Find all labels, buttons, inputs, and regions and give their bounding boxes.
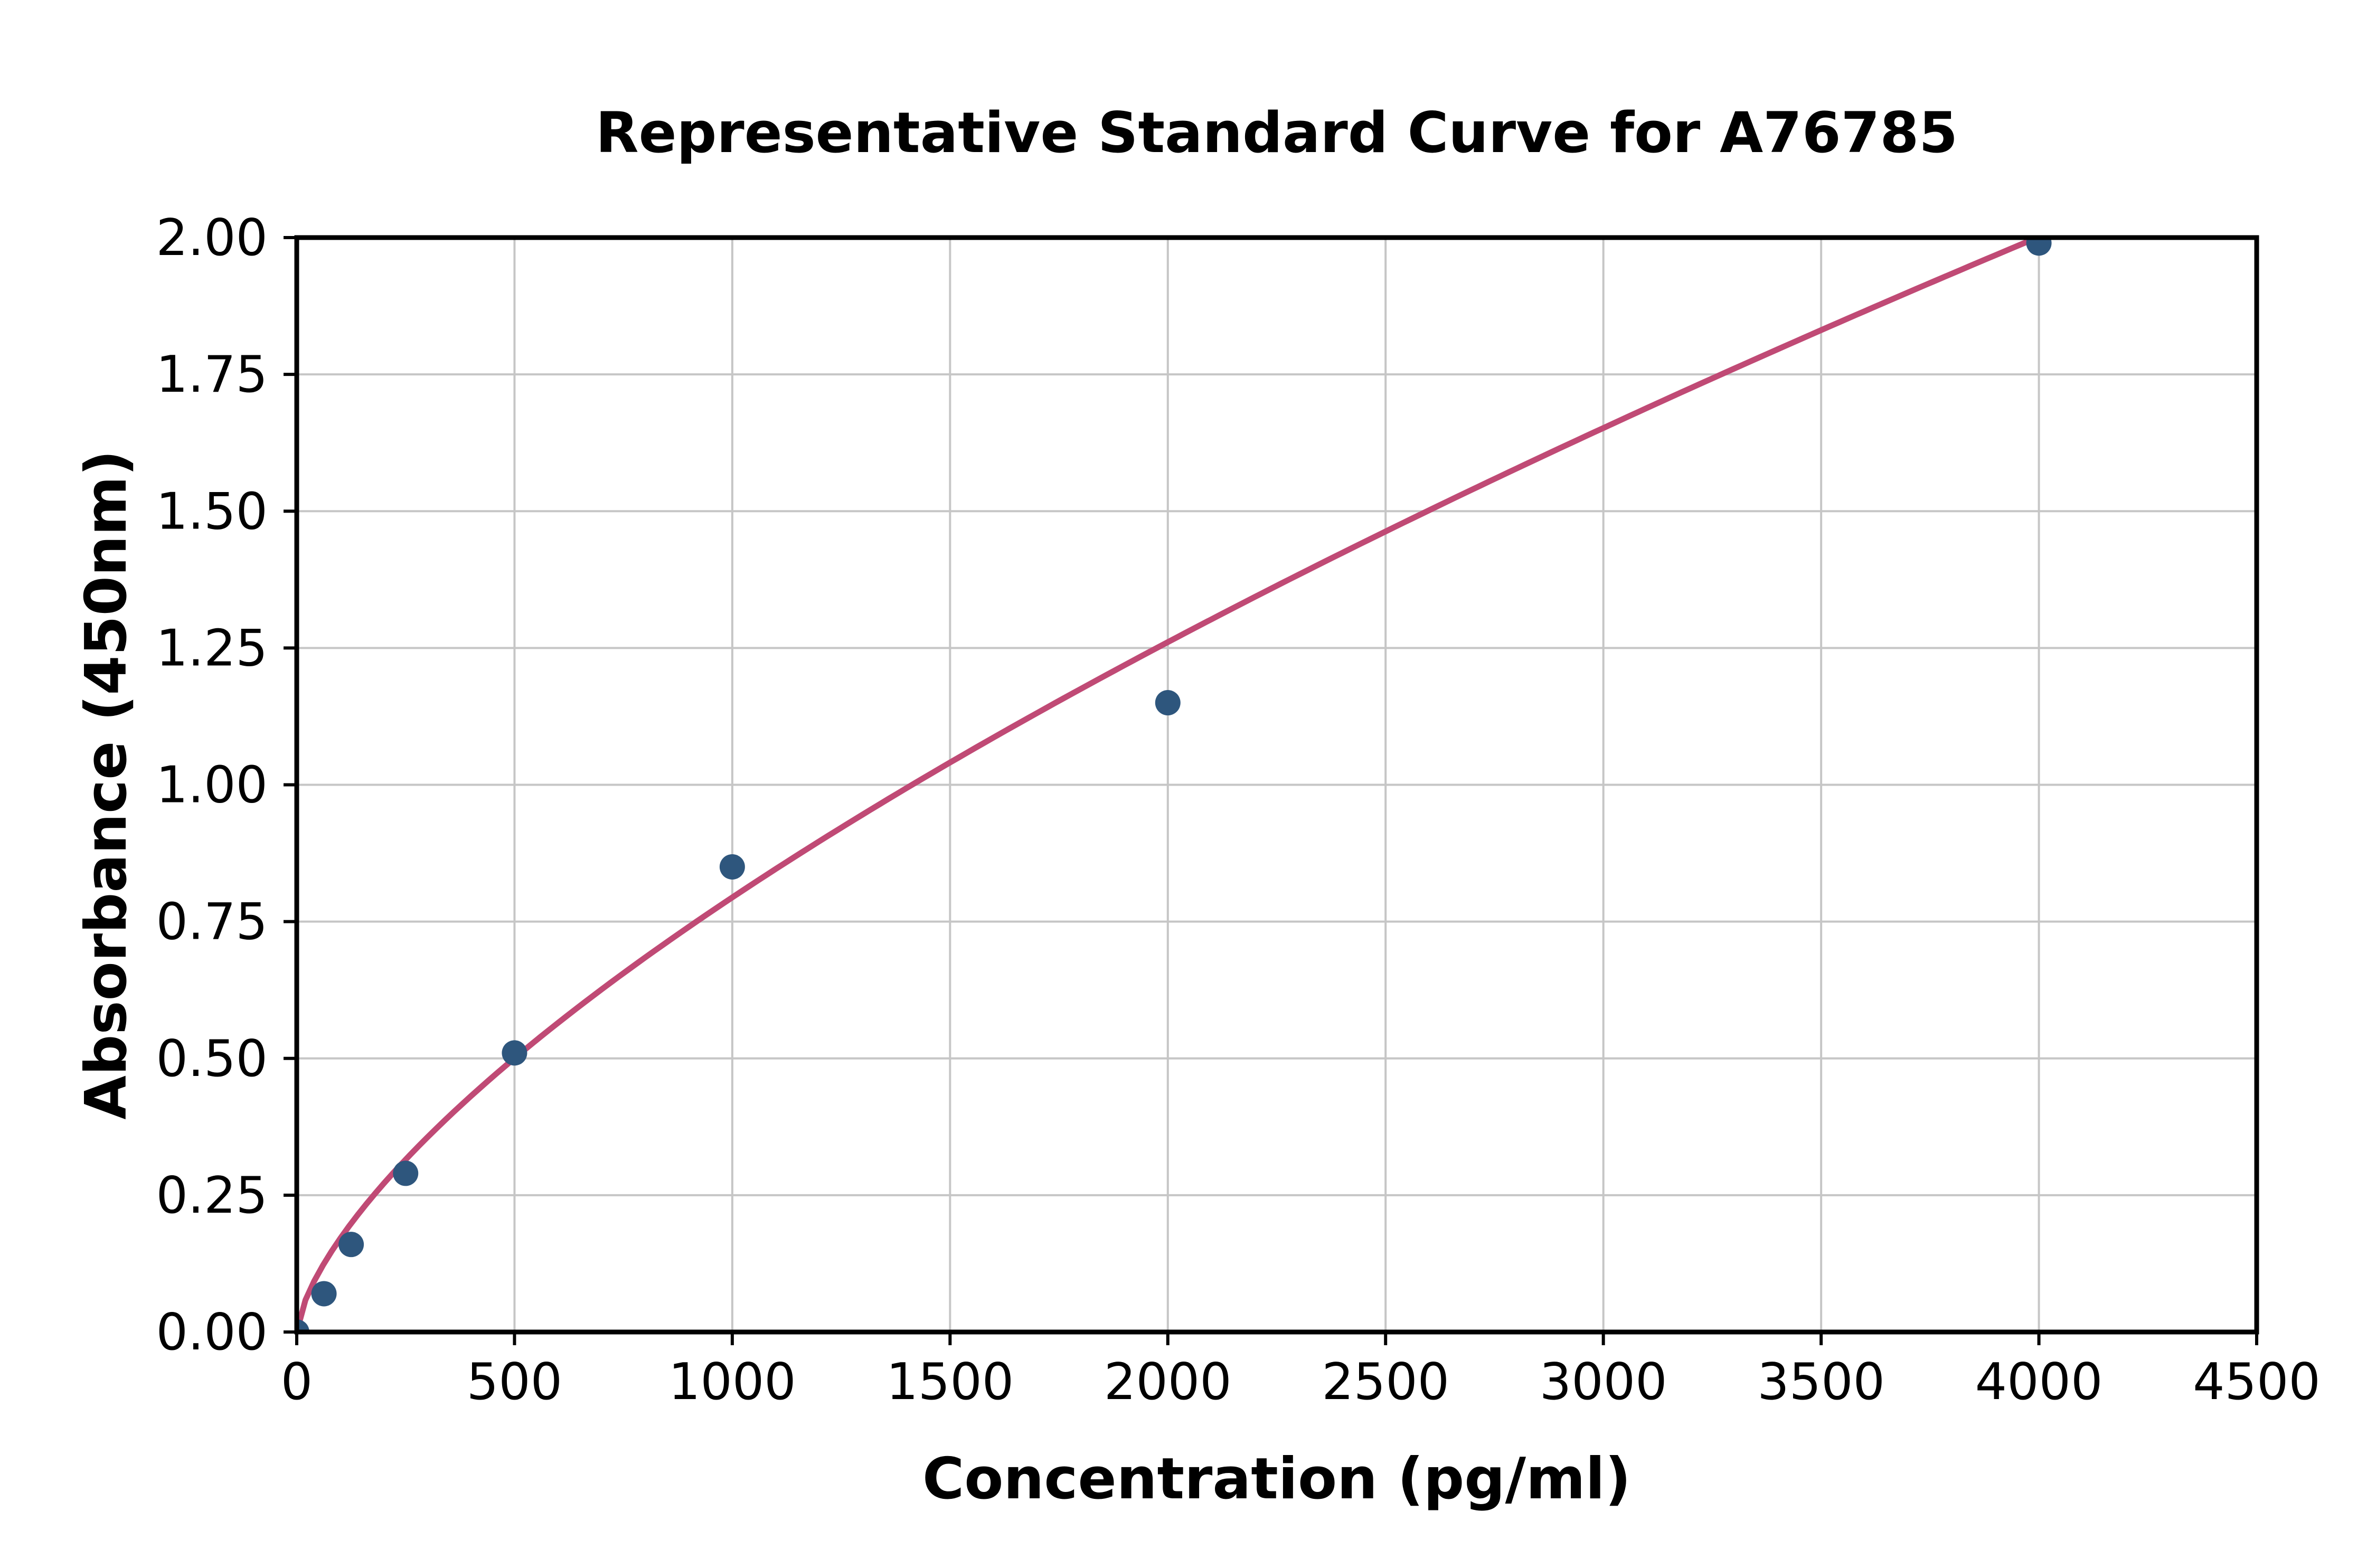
y-tick-label: 1.25: [156, 619, 268, 677]
data-layer: [297, 238, 2052, 1332]
fit-curve-line: [297, 238, 2042, 1332]
y-tick-label: 0.50: [156, 1030, 268, 1088]
data-point: [502, 1040, 527, 1066]
x-tick-label: 2500: [1322, 1353, 1449, 1411]
y-tick-label: 1.75: [156, 346, 268, 404]
data-point: [297, 1319, 309, 1332]
data-point: [1155, 690, 1181, 716]
x-tick-label: 4500: [2193, 1353, 2321, 1411]
data-point: [338, 1232, 364, 1258]
x-tick-label: 1500: [886, 1353, 1014, 1411]
y-tick-label: 0.00: [156, 1303, 268, 1362]
data-point: [2026, 238, 2052, 256]
y-tick-label: 0.25: [156, 1167, 268, 1225]
x-tick-label: 4000: [1975, 1353, 2103, 1411]
y-axis-label: Absorbance (450nm): [73, 450, 139, 1119]
data-point: [393, 1160, 419, 1186]
tick-layer: [284, 236, 2258, 1345]
x-tick-label: 3500: [1757, 1353, 1885, 1411]
chart-title: Representative Standard Curve for A76785: [596, 100, 1958, 165]
x-tick-label: 2000: [1104, 1353, 1232, 1411]
data-point: [311, 1281, 337, 1307]
x-tick-label: 0: [281, 1353, 313, 1411]
y-tick-label: 1.00: [156, 757, 268, 815]
x-axis-label: Concentration (pg/ml): [922, 1446, 1631, 1512]
x-tick-label: 500: [467, 1353, 562, 1411]
x-tick-label: 1000: [668, 1353, 796, 1411]
y-tick-label: 2.00: [156, 209, 268, 267]
data-point: [719, 854, 745, 880]
tick-label-layer: 0 500 1000 1500 2000 2500 3000 3500 4000 4500 0.00…: [156, 209, 2320, 1411]
y-tick-label: 1.50: [156, 483, 268, 541]
y-tick-label: 0.75: [156, 893, 268, 951]
x-tick-label: 3000: [1540, 1353, 1667, 1411]
